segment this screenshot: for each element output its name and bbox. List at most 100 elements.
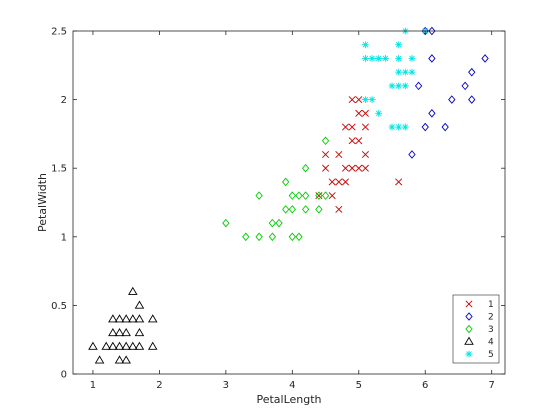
data-point xyxy=(341,123,350,131)
data-point xyxy=(355,164,363,172)
data-point xyxy=(341,178,350,186)
data-point xyxy=(408,55,416,62)
data-point xyxy=(134,341,145,350)
data-point xyxy=(362,96,369,103)
data-point xyxy=(388,82,396,90)
data-point xyxy=(101,341,112,350)
data-point xyxy=(348,123,356,131)
data-point xyxy=(255,232,263,242)
data-point xyxy=(335,178,343,186)
data-point xyxy=(395,123,403,131)
data-point xyxy=(315,192,323,200)
data-point xyxy=(275,218,283,228)
legend-entry-label: 4 xyxy=(488,338,494,348)
data-point xyxy=(401,82,409,90)
data-point xyxy=(128,341,138,350)
data-point xyxy=(401,68,409,76)
data-point xyxy=(468,67,476,77)
data-point xyxy=(128,286,138,295)
data-point xyxy=(362,55,369,62)
data-point xyxy=(441,122,449,132)
data-point xyxy=(355,137,363,145)
data-point xyxy=(134,314,145,323)
data-point xyxy=(282,177,290,187)
data-point xyxy=(114,314,125,323)
data-point xyxy=(108,341,118,350)
data-point xyxy=(268,232,277,242)
data-point xyxy=(355,96,363,104)
data-point xyxy=(401,123,409,131)
data-point xyxy=(301,163,310,173)
data-point xyxy=(108,314,118,323)
data-point xyxy=(481,54,489,63)
x-tick-label: 3 xyxy=(223,380,229,391)
x-tick-label: 2 xyxy=(156,380,162,391)
y-tick-label: 1.5 xyxy=(51,164,67,175)
data-point xyxy=(388,123,396,131)
data-point xyxy=(428,26,436,36)
x-tick-label: 6 xyxy=(422,380,428,391)
data-point xyxy=(114,355,125,364)
data-point xyxy=(395,82,403,90)
data-point xyxy=(421,122,429,132)
legend-entry-label: 1 xyxy=(488,300,494,310)
data-point xyxy=(288,205,296,214)
data-point xyxy=(114,327,125,337)
legend-box xyxy=(452,294,500,364)
data-point xyxy=(348,164,356,172)
y-axis-label: PetalWidth xyxy=(36,173,49,232)
legend-marker xyxy=(465,324,473,334)
data-point xyxy=(322,150,330,158)
series-3 xyxy=(222,136,330,242)
data-point xyxy=(222,218,230,228)
data-point xyxy=(268,218,277,228)
axes: 1 2 3 4 5 6 7 0 0.5 1 1.5 2 2.5 xyxy=(51,27,505,391)
data-point xyxy=(128,314,138,323)
data-point xyxy=(134,327,145,337)
data-point xyxy=(341,164,350,172)
data-point xyxy=(94,355,105,364)
data-point xyxy=(108,327,118,337)
x-axis-label: PetalLength xyxy=(256,393,321,406)
data-point xyxy=(301,205,310,214)
plot-frame xyxy=(72,30,506,375)
data-point xyxy=(468,95,476,104)
data-point xyxy=(328,192,336,200)
data-point xyxy=(315,191,323,200)
data-point xyxy=(335,150,343,158)
data-point xyxy=(315,205,323,214)
data-point xyxy=(121,327,131,337)
data-point xyxy=(428,54,436,63)
data-point xyxy=(395,178,403,186)
data-point xyxy=(348,137,356,145)
data-point xyxy=(121,314,131,323)
x-tick-label: 7 xyxy=(489,380,495,391)
data-point xyxy=(255,191,263,200)
data-point xyxy=(301,191,310,200)
legend-entry-label: 5 xyxy=(488,350,494,360)
data-point xyxy=(242,232,250,242)
data-point xyxy=(295,191,303,200)
plot-area xyxy=(73,31,505,374)
y-tick-label: 2.5 xyxy=(51,27,67,38)
data-point xyxy=(134,300,145,309)
data-point xyxy=(395,41,403,49)
x-tick-label: 1 xyxy=(90,380,96,391)
data-point xyxy=(448,95,456,104)
data-point xyxy=(428,109,436,118)
data-point xyxy=(288,232,296,242)
data-point xyxy=(121,341,131,350)
data-point xyxy=(328,178,336,186)
data-point xyxy=(362,41,369,49)
y-tick-label: 1 xyxy=(61,232,67,243)
legend-entry-label: 3 xyxy=(488,325,494,335)
data-point xyxy=(375,55,383,62)
data-point xyxy=(114,341,125,350)
data-point xyxy=(375,109,383,117)
data-marks xyxy=(88,26,489,364)
data-point xyxy=(288,191,296,200)
data-point xyxy=(348,96,356,104)
series-5 xyxy=(362,27,429,131)
data-point xyxy=(335,205,343,213)
